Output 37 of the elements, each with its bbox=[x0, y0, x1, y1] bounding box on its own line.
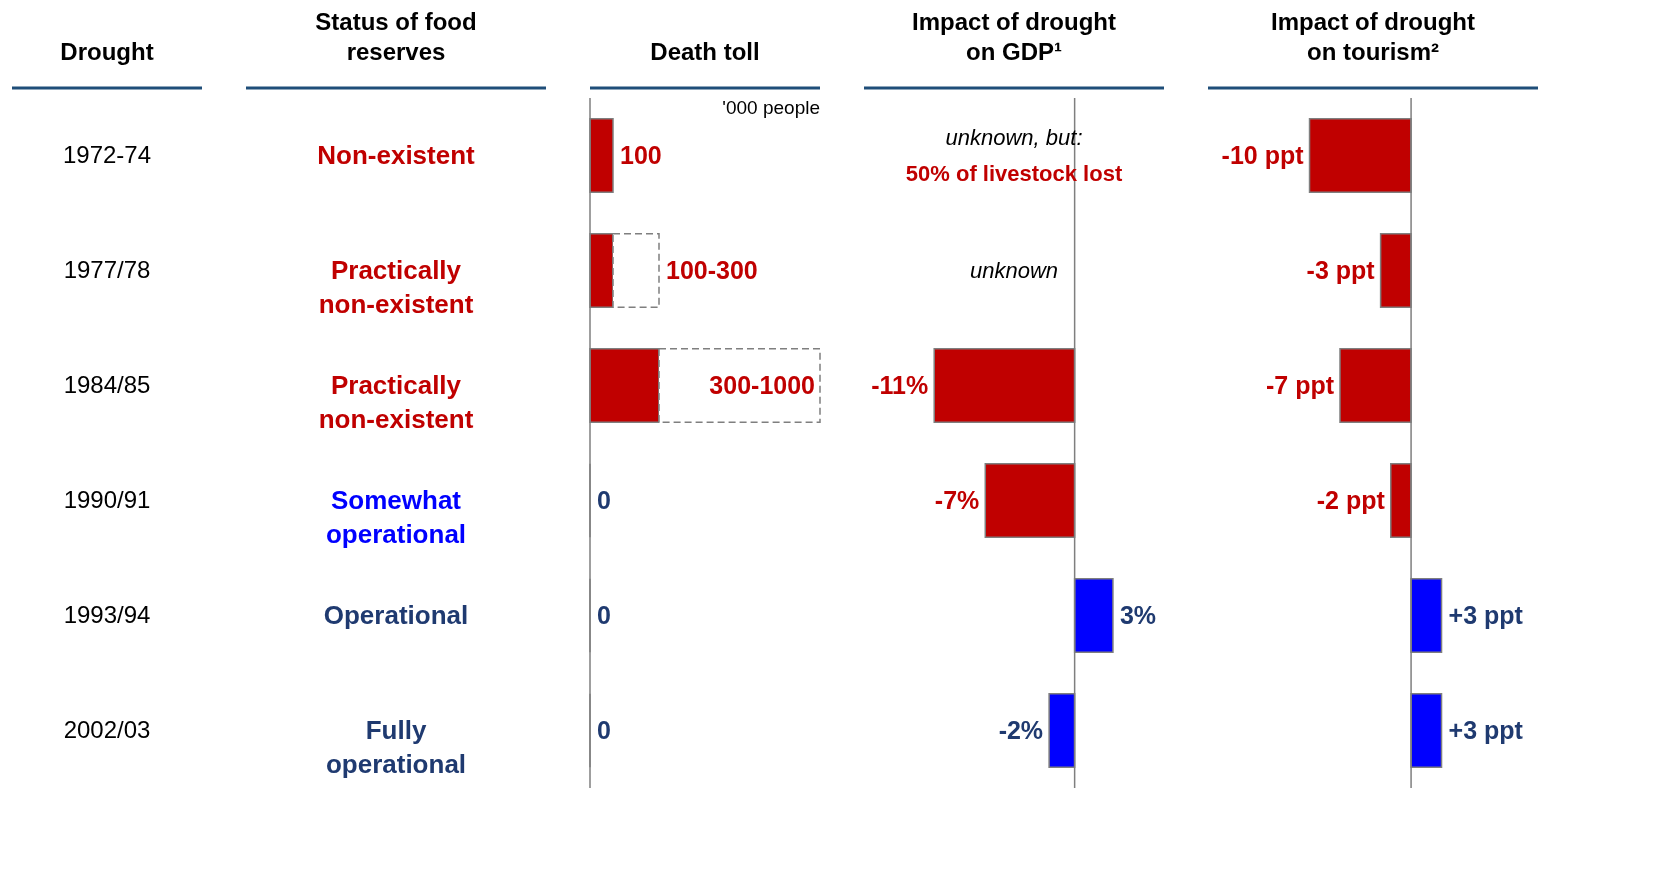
data-label: +3 ppt bbox=[1448, 600, 1524, 629]
text: Non-existent bbox=[317, 139, 476, 170]
text: Practically non-existent bbox=[318, 254, 474, 319]
data-label: 3% bbox=[1119, 600, 1157, 629]
data-label: -2% bbox=[998, 715, 1044, 744]
text: Somewhat operational bbox=[325, 484, 467, 549]
data-label: +3 ppt bbox=[1448, 715, 1524, 744]
data-label: -11% bbox=[871, 370, 929, 399]
annotation: unknown bbox=[969, 257, 1059, 283]
annotation: 50% of livestock lost bbox=[905, 160, 1123, 186]
category-label: 2002/03 bbox=[63, 715, 151, 743]
category-label: 1984/85 bbox=[63, 370, 151, 398]
data-label: -3 ppt bbox=[1306, 255, 1376, 284]
data-label: -2 ppt bbox=[1316, 485, 1386, 514]
data-label: -10 ppt bbox=[1221, 140, 1305, 169]
category-label: 1990/91 bbox=[63, 485, 151, 513]
chart-title: Impact of drought on GDP¹ bbox=[912, 7, 1116, 65]
chart-title: Death toll bbox=[650, 37, 760, 65]
chart-title: Impact of drought on tourism² bbox=[1271, 7, 1475, 65]
data-label: 0 bbox=[597, 600, 611, 629]
text: Fully operational bbox=[325, 714, 467, 779]
category-label: 1977/78 bbox=[63, 255, 151, 283]
data-label: -7 ppt bbox=[1265, 370, 1335, 399]
data-label: -7% bbox=[934, 485, 980, 514]
data-label: 0 bbox=[597, 485, 611, 514]
text: Drought bbox=[60, 37, 154, 65]
text: Practically non-existent bbox=[318, 369, 474, 434]
annotation: '000 people bbox=[722, 97, 820, 118]
data-label: 100-300 bbox=[666, 255, 758, 284]
text: Operational bbox=[323, 599, 469, 630]
data-label: 0 bbox=[597, 715, 611, 744]
category-label: 1993/94 bbox=[63, 600, 151, 628]
data-label: 100 bbox=[620, 140, 662, 169]
text: Status of food reserves bbox=[315, 7, 477, 65]
annotation: unknown, but: bbox=[945, 124, 1083, 150]
category-label: 1972-74 bbox=[62, 140, 152, 168]
data-label: 300-1000 bbox=[709, 370, 815, 399]
